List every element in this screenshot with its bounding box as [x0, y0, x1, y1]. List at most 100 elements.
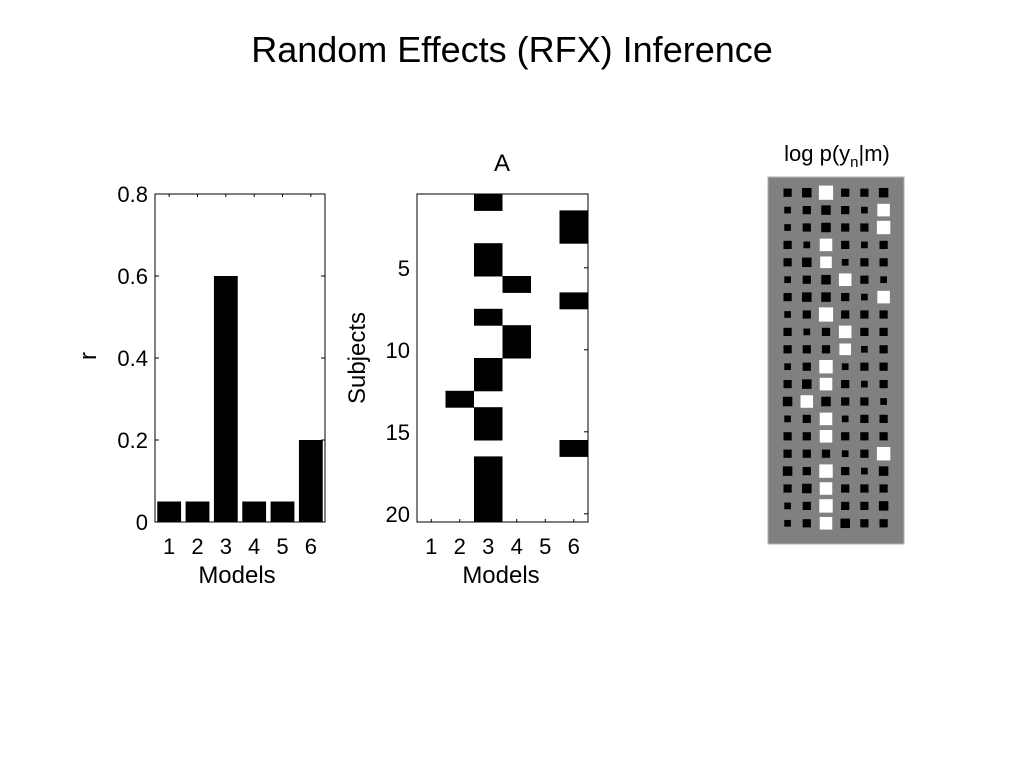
bar-3 [213, 276, 238, 522]
assignment-cells [445, 194, 588, 523]
hinton-square [783, 449, 792, 458]
hinton-square [821, 449, 831, 458]
hinton-square [860, 484, 869, 493]
hinton-square [783, 484, 792, 493]
hinton-square [879, 379, 888, 389]
bar-x-tick-label: 3 [220, 534, 232, 559]
hinton-square [783, 188, 792, 197]
bar-y-tick-label: 0.8 [117, 182, 148, 207]
hinton-square [879, 240, 888, 250]
hinton-square [876, 446, 891, 461]
hinton-square [802, 432, 811, 441]
hinton-square [841, 484, 850, 493]
assignment-matrix-title: A [494, 150, 510, 177]
hinton-square [860, 449, 869, 458]
hinton-square [821, 222, 831, 233]
assignment-y-tick-label: 20 [386, 502, 410, 527]
hinton-square [841, 363, 849, 371]
hinton-square [839, 343, 852, 356]
hinton-square [876, 220, 891, 235]
hinton-square [877, 203, 890, 217]
assignment-x-tick-label: 3 [482, 534, 494, 559]
hinton-square [841, 379, 850, 389]
hinton-square [841, 501, 850, 511]
assignment-cell [474, 423, 503, 441]
hinton-square [819, 377, 833, 391]
assignment-y-ticks: 5 10 15 20 [386, 256, 588, 527]
hinton-square [821, 292, 831, 302]
assignment-cell [445, 390, 474, 408]
hinton-square [782, 466, 793, 476]
hinton-square [800, 395, 814, 408]
log-evidence-hinton: log p(yn|m) [767, 141, 905, 545]
hinton-square [861, 206, 868, 214]
hinton-square [861, 293, 868, 301]
hinton-square [821, 345, 831, 354]
assignment-cell [474, 505, 503, 523]
bar-y-axis-label: r [75, 352, 102, 360]
hinton-square [860, 432, 869, 441]
hinton-square [860, 310, 869, 319]
hinton-square [860, 362, 869, 371]
hinton-square [860, 188, 869, 197]
hinton-square [802, 466, 811, 476]
hinton-square [821, 274, 831, 285]
hinton-square [783, 292, 792, 302]
hinton-square [841, 188, 850, 197]
assignment-cell [559, 210, 588, 228]
hinton-square [802, 257, 812, 268]
assignment-cell [474, 456, 503, 474]
hinton-square [860, 223, 869, 232]
hinton-square [841, 450, 849, 458]
hinton-square [784, 415, 791, 423]
hinton-square [819, 499, 833, 513]
hinton-square [818, 185, 834, 200]
hinton-square [841, 240, 850, 250]
assignment-cell [474, 259, 503, 277]
hinton-square [818, 307, 834, 322]
assignment-matrix-frame [416, 193, 589, 523]
hinton-square [819, 238, 833, 252]
hinton-square [878, 501, 889, 511]
hinton-square [802, 187, 812, 198]
hinton-square [782, 396, 793, 407]
bar-x-axis-label: Models [198, 562, 275, 589]
hinton-square [821, 205, 831, 215]
hinton-square [861, 241, 868, 249]
assignment-cell [474, 243, 503, 261]
hinton-square [841, 310, 850, 319]
hinton-square [802, 345, 811, 354]
hinton-square [784, 224, 791, 231]
hinton-square [819, 464, 833, 478]
hinton-square [821, 327, 831, 337]
hinton-square [821, 396, 831, 407]
assignment-y-axis-label: Subjects [344, 312, 371, 404]
hinton-square [838, 325, 852, 339]
hinton-square [783, 345, 792, 354]
hinton-square [803, 328, 811, 336]
hinton-square [802, 223, 811, 232]
hinton-square [860, 327, 869, 337]
hinton-square [841, 258, 849, 266]
hinton-square [860, 414, 869, 424]
hinton-square [860, 258, 869, 267]
hinton-square [819, 430, 833, 443]
assignment-cell [474, 374, 503, 392]
hinton-square [841, 415, 849, 423]
hinton-square [877, 290, 890, 304]
bar-x-tick-label: 2 [191, 534, 203, 559]
hinton-square [841, 205, 850, 215]
assignment-cell [474, 472, 503, 490]
bar-y-tick-label: 0.4 [117, 346, 148, 371]
hinton-square [841, 292, 850, 302]
slide-title: Random Effects (RFX) Inference [251, 29, 773, 70]
assignment-cell [559, 292, 588, 310]
assignment-cell [502, 276, 531, 293]
hinton-square [879, 310, 888, 319]
hinton-square [880, 398, 887, 405]
hinton-square [879, 327, 888, 337]
hinton-square [860, 397, 869, 406]
assignment-y-tick-label: 10 [386, 338, 410, 363]
hinton-square [783, 258, 792, 267]
